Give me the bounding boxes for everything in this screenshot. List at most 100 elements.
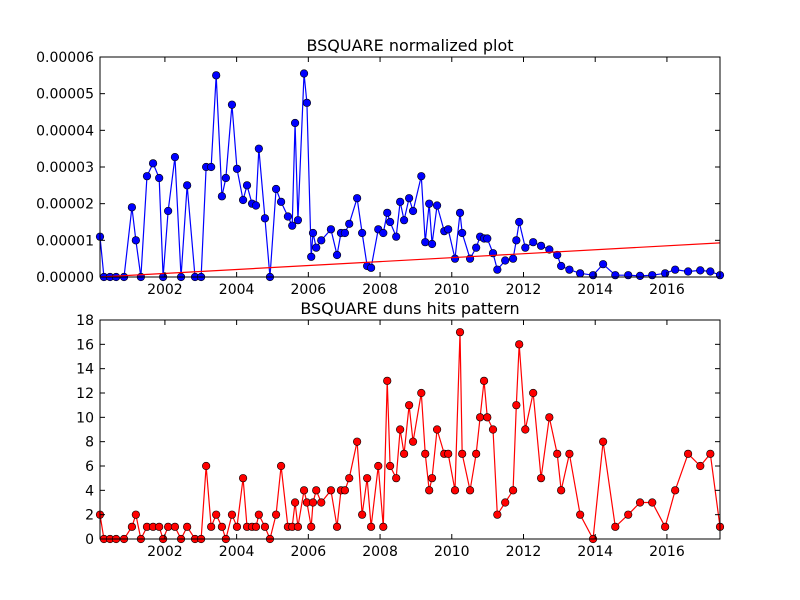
x-tick-label: 2016 <box>649 544 685 560</box>
point <box>392 474 401 483</box>
point <box>399 449 409 458</box>
point <box>227 100 237 109</box>
point <box>212 71 221 80</box>
point <box>706 267 715 276</box>
point <box>164 206 173 216</box>
point <box>290 498 300 507</box>
point <box>444 449 453 458</box>
x-tick-label: 2004 <box>219 282 255 298</box>
point <box>483 234 492 243</box>
point <box>232 164 242 173</box>
point <box>326 225 336 234</box>
point <box>326 486 336 495</box>
x-tick-label: 2002 <box>147 282 183 298</box>
point <box>271 184 281 194</box>
point <box>455 328 465 337</box>
point <box>648 498 657 507</box>
point <box>417 388 426 398</box>
point <box>512 236 521 245</box>
point <box>332 250 342 260</box>
point <box>127 203 137 212</box>
point <box>661 522 670 531</box>
point <box>671 486 680 495</box>
point <box>501 498 510 507</box>
point <box>545 413 554 422</box>
y-tick-label: 0.00002 <box>36 197 94 213</box>
point <box>425 199 434 208</box>
point <box>529 388 538 398</box>
y-tick-label: 0.00000 <box>36 270 94 286</box>
point <box>242 181 252 190</box>
y-tick-label: 8 <box>85 435 94 451</box>
point <box>307 252 316 261</box>
point <box>565 265 574 274</box>
point <box>312 243 321 252</box>
point <box>155 173 164 183</box>
point <box>271 510 281 519</box>
point <box>332 522 342 531</box>
point <box>374 461 383 471</box>
point <box>472 449 481 458</box>
y-tick-label: 0.00005 <box>36 87 94 103</box>
point <box>521 243 530 252</box>
x-tick-label: 2012 <box>506 282 542 298</box>
y-tick-label: 10 <box>76 410 94 426</box>
y-tick-label: 18 <box>76 313 94 329</box>
point <box>383 208 392 217</box>
y-tick-label: 4 <box>85 483 94 499</box>
point <box>557 486 566 495</box>
x-tick-label: 2006 <box>291 282 327 298</box>
point <box>283 212 293 221</box>
point <box>427 239 437 249</box>
point <box>288 221 297 230</box>
point <box>493 510 502 519</box>
point <box>683 267 693 276</box>
point <box>553 449 562 458</box>
point <box>458 449 467 458</box>
point <box>635 271 645 281</box>
point <box>131 236 140 245</box>
y-tick-label: 0 <box>85 532 94 548</box>
point <box>308 228 318 238</box>
y-tick-label: 14 <box>76 362 94 378</box>
point <box>405 401 414 410</box>
point <box>408 206 418 216</box>
point <box>170 522 180 531</box>
y-tick-label: 6 <box>85 459 94 475</box>
point <box>432 425 442 434</box>
x-tick-label: 2008 <box>362 282 398 298</box>
point <box>465 486 475 495</box>
point <box>127 522 137 531</box>
point <box>238 474 248 483</box>
point <box>648 271 657 280</box>
point <box>405 194 414 203</box>
point <box>444 225 453 234</box>
point <box>696 266 705 275</box>
point <box>557 261 566 271</box>
point <box>155 522 164 531</box>
point <box>366 263 376 272</box>
point <box>358 228 367 238</box>
point <box>232 522 242 531</box>
point <box>624 510 633 519</box>
point <box>696 461 705 471</box>
x-tick-label: 2010 <box>434 544 470 560</box>
point <box>260 214 270 223</box>
y-tick-label: 16 <box>76 337 94 353</box>
point <box>450 486 460 495</box>
point <box>408 437 418 446</box>
point <box>635 498 645 507</box>
point <box>421 238 430 247</box>
y-tick-label: 12 <box>76 386 94 402</box>
x-tick-label: 2006 <box>291 544 327 560</box>
point <box>472 243 481 252</box>
point <box>529 238 538 247</box>
point <box>536 241 546 250</box>
point <box>363 474 372 483</box>
point <box>317 498 326 507</box>
point <box>706 449 715 458</box>
y-tick-label: 0.00004 <box>36 123 94 139</box>
point <box>576 269 585 278</box>
point <box>385 461 395 471</box>
point <box>661 269 670 278</box>
